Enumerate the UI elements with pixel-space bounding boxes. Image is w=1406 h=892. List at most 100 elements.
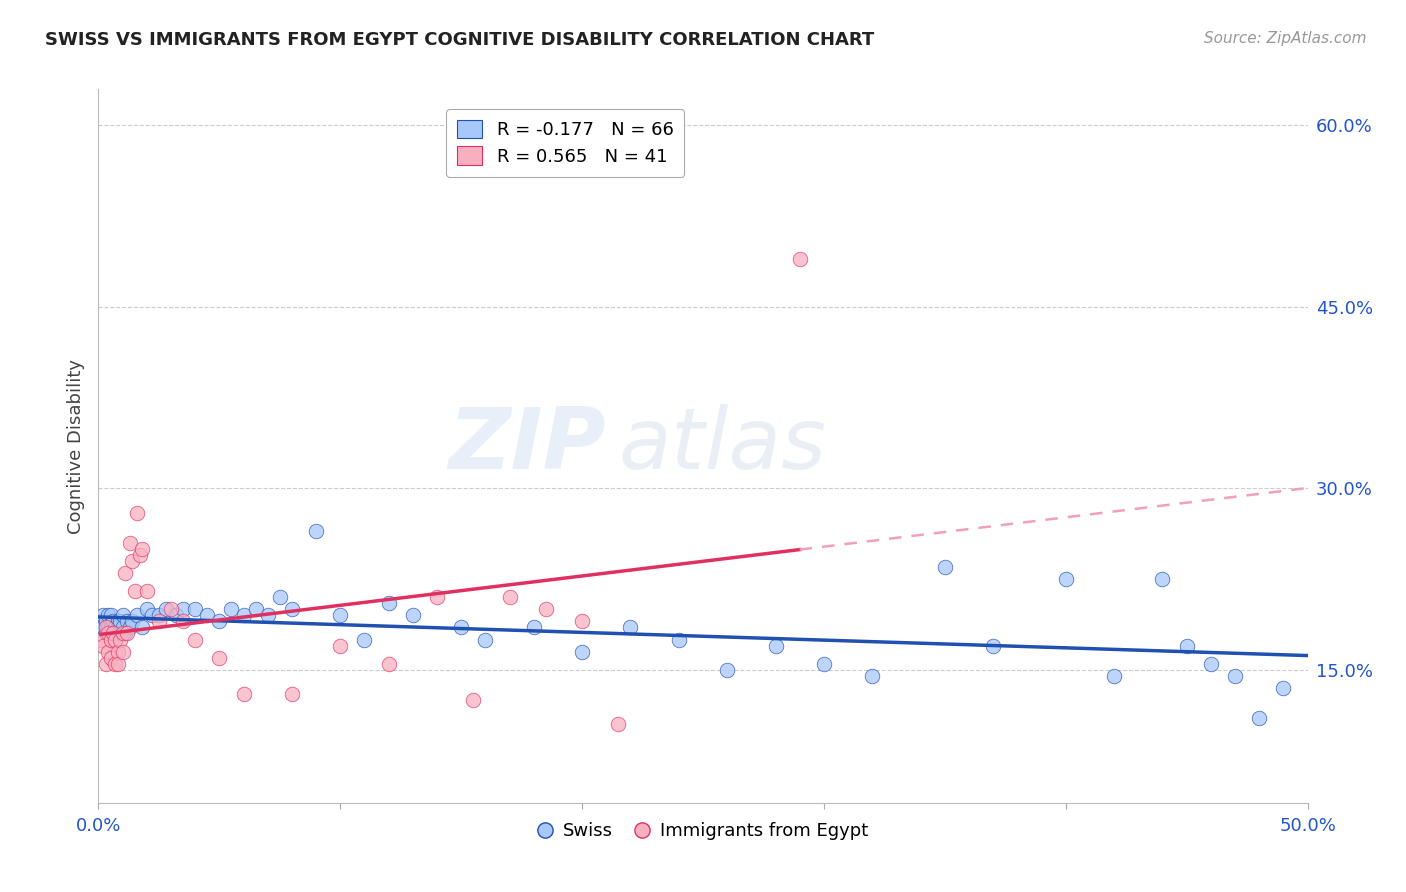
Point xyxy=(155,602,177,616)
Point xyxy=(1102,669,1125,683)
Point xyxy=(111,608,134,623)
Point xyxy=(245,602,267,616)
Point xyxy=(104,632,127,647)
Point xyxy=(118,535,141,549)
Point xyxy=(127,608,149,623)
Point xyxy=(208,650,231,665)
Point xyxy=(101,626,124,640)
Point xyxy=(256,608,278,623)
Point xyxy=(135,584,157,599)
Point xyxy=(668,632,690,647)
Point xyxy=(94,657,117,671)
Point xyxy=(353,632,375,647)
Text: ZIP: ZIP xyxy=(449,404,606,488)
Point xyxy=(114,626,136,640)
Point xyxy=(100,632,122,647)
Y-axis label: Cognitive Disability: Cognitive Disability xyxy=(66,359,84,533)
Point xyxy=(101,615,124,629)
Point xyxy=(100,650,122,665)
Point xyxy=(148,615,170,629)
Point xyxy=(118,620,141,634)
Text: SWISS VS IMMIGRANTS FROM EGYPT COGNITIVE DISABILITY CORRELATION CHART: SWISS VS IMMIGRANTS FROM EGYPT COGNITIVE… xyxy=(45,31,875,49)
Point xyxy=(97,645,120,659)
Point xyxy=(789,252,811,266)
Point xyxy=(121,615,143,629)
Point xyxy=(108,632,131,647)
Point xyxy=(91,620,114,634)
Point xyxy=(90,615,112,629)
Point xyxy=(765,639,787,653)
Point xyxy=(377,596,399,610)
Point xyxy=(1249,711,1271,725)
Point xyxy=(1199,657,1222,671)
Point xyxy=(97,626,120,640)
Point xyxy=(108,615,131,629)
Point xyxy=(377,657,399,671)
Point xyxy=(90,632,112,647)
Point xyxy=(221,602,243,616)
Point xyxy=(160,602,183,616)
Point xyxy=(571,615,593,629)
Point xyxy=(94,626,117,640)
Point xyxy=(860,669,883,683)
Point xyxy=(232,608,254,623)
Point xyxy=(131,620,153,634)
Point xyxy=(716,663,738,677)
Point xyxy=(100,608,122,623)
Point xyxy=(97,608,120,623)
Point xyxy=(934,560,956,574)
Point xyxy=(329,608,352,623)
Point xyxy=(128,548,150,562)
Point xyxy=(91,639,114,653)
Point xyxy=(305,524,328,538)
Point xyxy=(184,602,207,616)
Point xyxy=(104,632,127,647)
Text: Source: ZipAtlas.com: Source: ZipAtlas.com xyxy=(1204,31,1367,46)
Point xyxy=(108,626,131,640)
Point xyxy=(94,615,117,629)
Point xyxy=(107,615,129,629)
Point xyxy=(269,590,291,604)
Point xyxy=(402,608,425,623)
Point xyxy=(232,687,254,701)
Point xyxy=(184,632,207,647)
Point xyxy=(208,615,231,629)
Point xyxy=(131,541,153,556)
Point xyxy=(111,620,134,634)
Point xyxy=(107,645,129,659)
Point xyxy=(111,626,134,640)
Point xyxy=(1272,681,1295,695)
Point xyxy=(172,615,194,629)
Point xyxy=(1054,572,1077,586)
Point xyxy=(426,590,449,604)
Point xyxy=(107,657,129,671)
Point xyxy=(117,626,139,640)
Point xyxy=(1223,669,1246,683)
Point xyxy=(91,608,114,623)
Point xyxy=(117,615,139,629)
Point xyxy=(450,620,472,634)
Point xyxy=(124,584,146,599)
Point xyxy=(107,620,129,634)
Point xyxy=(111,645,134,659)
Point xyxy=(1175,639,1198,653)
Point xyxy=(127,506,149,520)
Point xyxy=(141,608,163,623)
Point xyxy=(981,639,1004,653)
Point xyxy=(121,554,143,568)
Point xyxy=(534,602,557,616)
Point xyxy=(813,657,835,671)
Point xyxy=(523,620,546,634)
Point xyxy=(135,602,157,616)
Point xyxy=(101,626,124,640)
Point xyxy=(281,602,304,616)
Point xyxy=(100,632,122,647)
Point xyxy=(1152,572,1174,586)
Point xyxy=(474,632,496,647)
Point xyxy=(329,639,352,653)
Point xyxy=(619,620,641,634)
Point xyxy=(172,602,194,616)
Point xyxy=(104,620,127,634)
Text: atlas: atlas xyxy=(619,404,827,488)
Point xyxy=(97,620,120,634)
